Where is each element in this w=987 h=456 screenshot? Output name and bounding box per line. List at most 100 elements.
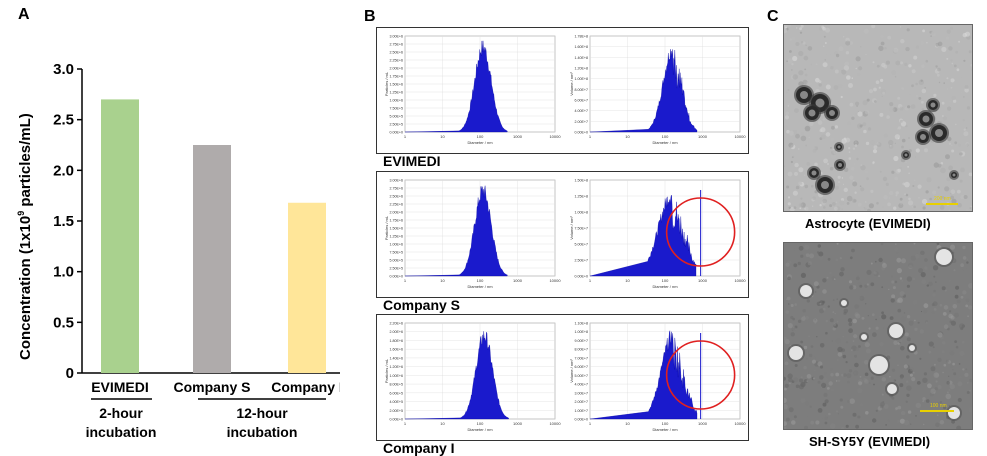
tem-grain	[895, 243, 897, 245]
tem-grain	[795, 185, 800, 190]
tem-grain	[903, 419, 910, 426]
tem-grain	[794, 171, 798, 176]
tem-grain	[955, 345, 959, 349]
tem-grain	[896, 268, 902, 274]
tem-grain	[870, 140, 875, 145]
tem-grain	[827, 257, 831, 261]
tem-grain	[841, 177, 844, 179]
tem-grain	[912, 185, 915, 187]
tem-grain	[822, 26, 826, 31]
tem-grain	[920, 250, 925, 256]
tem-grain	[860, 46, 862, 48]
tem-grain	[831, 45, 833, 47]
tem-grain	[847, 380, 850, 384]
tem-grain	[852, 318, 857, 324]
tem-grain	[801, 41, 804, 44]
tem-grain	[911, 69, 916, 74]
tem-grain	[861, 316, 865, 320]
vesicle-core	[815, 98, 825, 108]
tem-grain	[848, 328, 853, 334]
tem-grain	[899, 197, 903, 201]
tem-grain	[855, 67, 858, 70]
highlight-circle	[665, 197, 736, 267]
tem-grain	[798, 70, 804, 76]
tem-grain	[813, 147, 816, 150]
tem-grain	[925, 190, 929, 194]
tem-grain	[939, 205, 945, 210]
tem-grain	[946, 77, 949, 80]
x-tick-label: 1	[404, 278, 407, 283]
tem-grain	[834, 206, 838, 211]
x-tick-label: 100	[662, 421, 669, 426]
x-tick-label: 10000	[549, 421, 561, 426]
tem-grain	[825, 331, 828, 335]
y-tick-label: 1.75E+6	[390, 219, 404, 223]
tem-grain	[825, 84, 831, 90]
tem-grain	[829, 166, 834, 171]
vesicle-core	[904, 153, 908, 157]
tem-grain	[852, 147, 856, 150]
distribution-histogram	[589, 194, 697, 277]
tem-grain	[959, 152, 963, 156]
tem-grain	[943, 82, 945, 84]
tem-grain	[938, 81, 941, 84]
tem-grain	[968, 283, 972, 289]
tem-grain	[791, 69, 793, 71]
scale-bar	[920, 410, 954, 412]
tem-grain	[894, 247, 899, 251]
tem-grain	[800, 398, 806, 403]
tem-grain	[967, 315, 969, 318]
tem-grain	[951, 62, 954, 65]
tem-grain	[857, 388, 863, 394]
tem-grain	[930, 366, 936, 372]
tem-grain	[899, 291, 905, 297]
tem-grain	[830, 147, 832, 149]
bar-chart: 0 0.5 1.0 1.5 2.0 2.5 3.0 EVIMEDI Company S Compa…	[53, 61, 340, 440]
y-tick-label: 1.10E+8	[575, 322, 589, 326]
tem-grain	[853, 370, 859, 376]
tem-grain	[804, 125, 811, 132]
tem-grain	[959, 350, 965, 356]
tem-grain	[900, 376, 904, 380]
tem-grain	[960, 194, 965, 200]
tem-grain	[835, 338, 841, 344]
x-tick-label: 100	[477, 421, 484, 426]
tem-grain	[949, 350, 955, 356]
tem-grain	[871, 313, 875, 317]
tem-grain	[843, 187, 848, 193]
tem-grain	[806, 380, 809, 382]
tem-grain	[926, 42, 928, 44]
tem-grain	[928, 341, 934, 347]
y-tick-label: 1.00E+8	[575, 211, 589, 215]
tem-grain	[963, 195, 968, 199]
tem-grain	[934, 387, 938, 391]
tem-grain	[821, 134, 826, 140]
tem-grain	[824, 421, 828, 425]
tem-grain	[819, 343, 825, 348]
tem-grain	[965, 368, 968, 371]
tem-grain	[842, 354, 847, 359]
tem-grain	[941, 46, 947, 52]
tem-grain	[853, 180, 855, 182]
tem-grain	[933, 289, 936, 293]
vesicle	[936, 249, 952, 265]
tem-grain	[865, 141, 870, 146]
bar-company-s	[193, 145, 231, 373]
tem-grain	[937, 384, 942, 390]
tem-grain	[943, 406, 947, 410]
tem-grain	[865, 348, 871, 354]
tem-grain	[784, 336, 787, 341]
tem-grain	[834, 125, 839, 129]
tem-grain	[962, 340, 965, 344]
tem-grain	[875, 318, 877, 321]
tem-grain	[817, 361, 823, 367]
tem-grain	[800, 135, 807, 142]
tem-grain	[946, 391, 949, 394]
tem-grain	[804, 425, 808, 429]
vesicle	[800, 285, 812, 297]
tem-grain	[852, 114, 855, 116]
tem-grain	[906, 385, 912, 391]
vesicle-core	[838, 163, 842, 167]
y-tick-label: 1.50E+6	[390, 83, 404, 87]
tem-grain	[930, 388, 936, 395]
